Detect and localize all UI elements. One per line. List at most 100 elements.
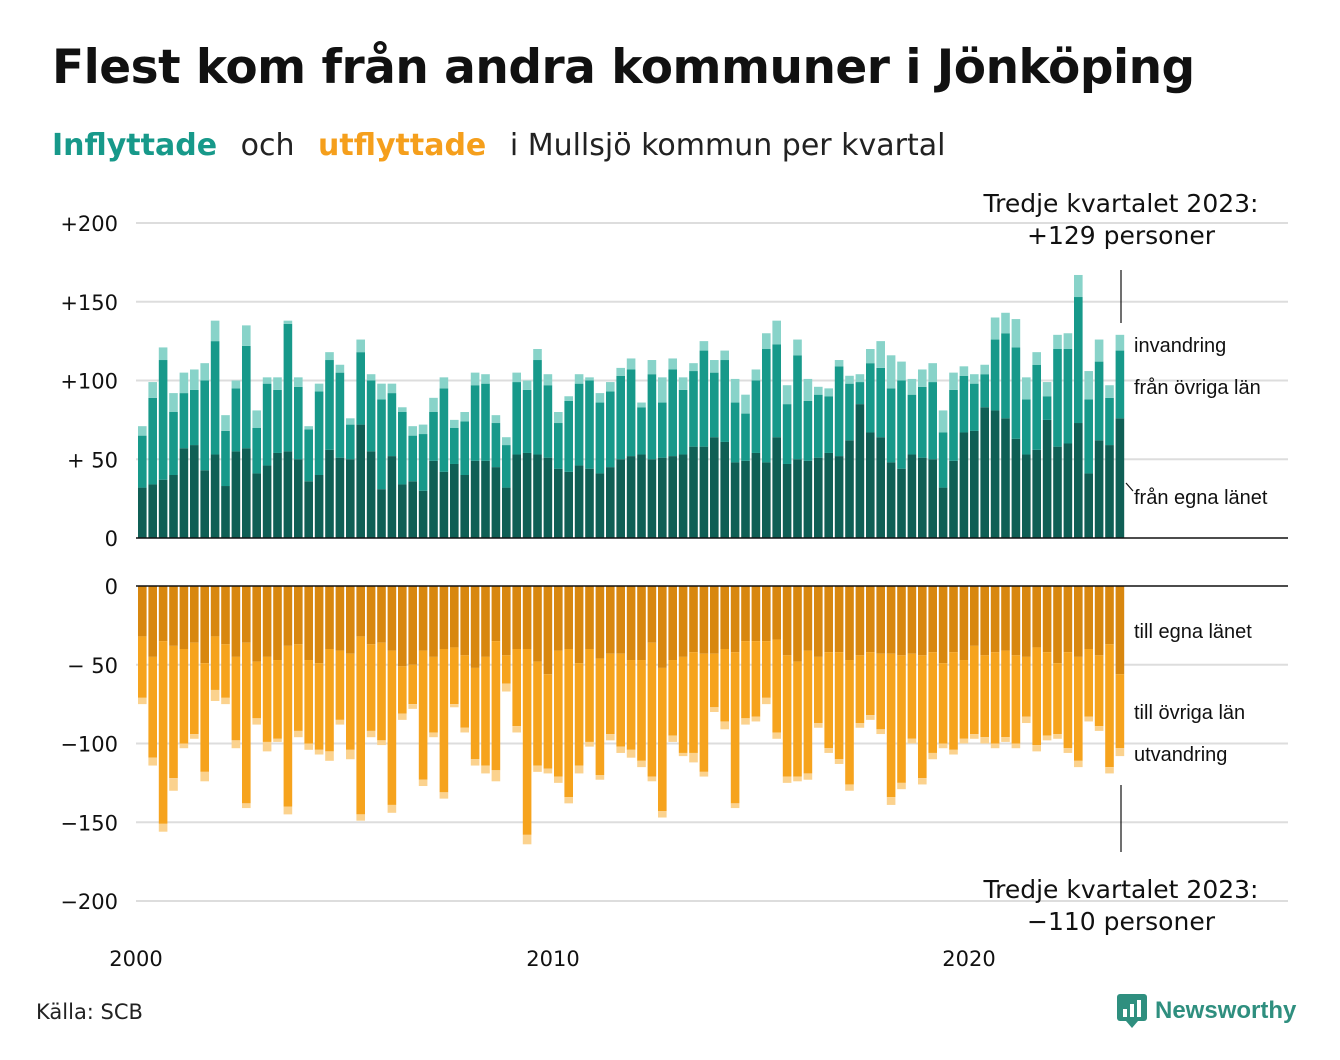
bar-in-segment [970,374,979,384]
bar-out-segment [678,752,688,757]
bar-out-segment [668,586,677,661]
bar-out-segment [928,652,937,753]
bar-out-segment [533,661,542,766]
bar-in-segment [304,481,313,538]
bar-out-segment [1115,586,1125,675]
bar-out-segment [616,653,625,747]
bar-in-segment [658,402,667,458]
bar-out-segment [959,738,969,744]
bar-in-segment [1094,440,1104,538]
bar-in-segment [720,360,729,442]
bar-out-segment [990,652,1000,744]
bar-out-segment [689,752,698,763]
bar-out-segment [387,804,397,813]
bar-out-segment [554,776,563,783]
bar-out-segment [554,586,563,651]
bar-out-segment [845,660,854,785]
bar-in-segment [148,382,157,398]
bar-in-segment [907,454,917,538]
bar-out-segment [959,586,969,661]
x-tick-label: 2020 [942,947,995,971]
bar-out-segment [574,663,584,766]
bar-in-segment [398,407,407,412]
bar-out-segment [720,721,729,730]
bar-in-segment [200,470,209,538]
segment-label-bottom: utvandring [1134,744,1227,766]
bar-in-segment [647,459,657,538]
bar-in-segment [221,415,230,431]
bar-out-segment [460,586,469,656]
bar-in-segment [886,355,896,389]
segment-label-bottom: till övriga län [1134,702,1245,724]
bar-out-segment [148,757,157,766]
bar-out-segment [751,716,761,722]
bar-out-segment [221,644,230,698]
bar-out-segment [741,718,750,725]
bar-in-segment [855,404,865,538]
bar-out-segment [855,723,865,728]
bar-in-segment [1115,350,1125,419]
bar-in-segment [387,456,397,538]
bar-out-segment [481,765,490,774]
bar-out-segment [210,636,220,690]
bar-out-segment [304,660,313,744]
bar-in-segment [554,468,563,538]
bar-out-segment [980,586,989,656]
bar-out-segment [959,660,969,739]
bar-in-segment [949,460,958,538]
bar-out-segment [439,792,449,799]
bar-out-segment [782,655,792,777]
bar-out-segment [606,586,615,654]
bar-out-segment [294,644,303,731]
bar-out-segment [834,652,844,760]
bar-in-segment [970,430,979,538]
bar-out-segment [470,586,480,668]
bar-out-segment [346,653,355,750]
bar-out-segment [1094,726,1104,731]
bar-in-segment [252,427,261,474]
bar-out-segment [335,586,345,651]
bar-in-segment [751,452,761,538]
bar-out-segment [522,586,532,649]
bar-in-segment [356,339,365,353]
bar-in-segment [803,400,813,461]
bar-in-segment [200,363,209,381]
bar-in-segment [429,460,438,538]
bar-out-segment [876,729,885,735]
bar-in-segment [460,421,469,475]
bar-in-segment [918,457,927,538]
bar-out-segment [429,732,438,738]
bar-out-segment [678,656,688,753]
bar-out-segment [907,738,917,744]
bar-in-segment [294,377,303,387]
bar-out-segment [1053,734,1062,739]
bar-in-segment [273,452,282,538]
bar-in-segment [502,445,511,488]
bar-in-segment [543,374,553,386]
bar-in-segment [356,424,365,538]
bar-out-segment [824,652,833,749]
y-tick-label-bottom: −200 [60,890,118,914]
bar-out-segment [574,765,584,774]
bar-in-segment [970,383,979,431]
bar-in-segment [169,475,178,538]
bar-out-segment [647,776,657,782]
bar-in-segment [294,386,303,460]
bar-in-segment [876,437,885,538]
bar-out-segment [710,653,719,708]
bar-in-segment [689,363,698,372]
bar-in-segment [398,412,407,485]
bar-out-segment [418,586,428,651]
bar-in-segment [242,448,251,538]
bar-out-segment [158,641,168,824]
bar-out-segment [678,586,688,657]
bar-in-segment [845,440,854,538]
bar-in-segment [470,385,480,461]
bar-in-segment [699,341,709,351]
bar-in-segment [1032,449,1041,538]
bar-out-segment [543,674,553,769]
bar-out-segment [1032,647,1041,746]
bar-in-segment [481,374,490,384]
bar-in-segment [938,487,948,538]
bar-in-segment [959,375,969,433]
